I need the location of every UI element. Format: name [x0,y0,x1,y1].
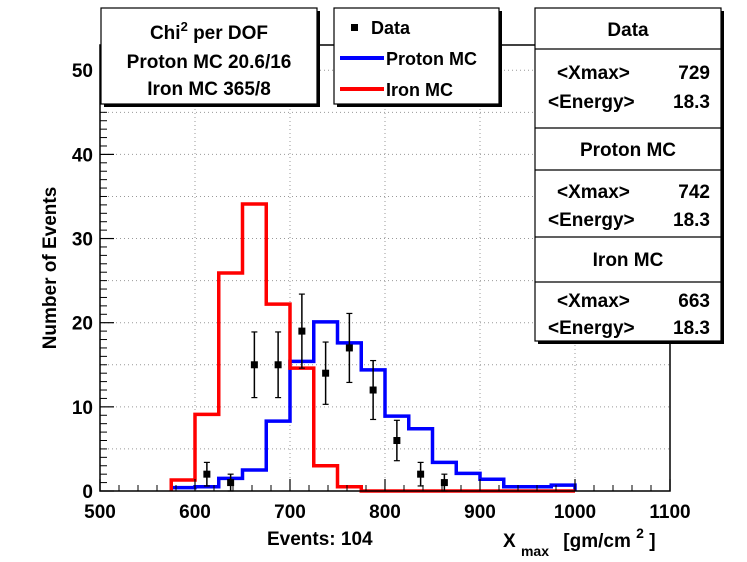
chi2-box: Chi2 per DOF Proton MC 20.6/16 Iron MC 3… [100,7,320,107]
x-axis-label-sub: max [521,543,549,559]
data-point [250,361,258,369]
x-axis-label-unit: [gm/cm [563,531,631,552]
x-tick-label: 700 [274,502,306,523]
chi2-proton: Proton MC 20.6/16 [127,52,292,73]
x-tick-label: 900 [464,502,496,523]
stats-panel: Data <Xmax> 729 <Energy> 18.3 Proton MC … [534,7,724,344]
data-point [393,437,401,445]
x-tick-label: 500 [84,502,116,523]
x-tick-label: 1100 [649,502,690,523]
legend: Data Proton MC Iron MC [333,7,502,107]
data-point [345,344,353,352]
stats-energy-value-data: 18.3 [673,92,710,113]
stats-xmax-value-data: 729 [678,63,710,84]
stats-energy-value-proton: 18.3 [673,210,710,231]
stats-title-proton: Proton MC [580,140,676,161]
iron-mc-histogram [169,202,575,493]
stats-xmax-value-iron: 663 [678,291,710,312]
chi2-iron: Iron MC 365/8 [147,79,271,100]
stats-energy-label-data: <Energy> [548,92,635,113]
x-tick-label: 1000 [554,502,596,523]
chi2-title: Chi2 per DOF [150,19,268,44]
stats-energy-label-iron: <Energy> [548,318,635,339]
data-point [417,470,425,478]
x-axis-label-unit-sup: 2 [636,525,644,541]
stats-title-data: Data [607,20,649,41]
events-count-label: Events: 104 [267,529,373,550]
histogram-series [169,202,577,493]
stats-xmax-label-proton: <Xmax> [557,182,630,203]
data-point [298,327,306,335]
x-tick-label: 600 [179,502,211,523]
data-point [227,479,235,487]
y-tick-label: 50 [72,61,93,82]
y-axis-label: Number of Events [40,187,61,350]
stats-xmax-label-iron: <Xmax> [557,291,630,312]
legend-label-iron: Iron MC [386,80,453,100]
y-tick-label: 40 [72,145,93,166]
data-point [440,479,448,487]
data-point [322,369,330,377]
y-tick-label: 20 [72,314,93,335]
x-axis-label: X max [gm/cm 2 ] [503,522,656,561]
legend-label-proton: Proton MC [386,49,477,69]
chi2-box-frame [100,7,318,105]
legend-marker-data [351,24,358,31]
stats-xmax-label-data: <Xmax> [557,63,630,84]
stats-title-iron: Iron MC [593,250,664,271]
chi2-title-sup: 2 [181,19,188,34]
data-point [274,361,282,369]
data-points [203,293,448,492]
legend-label-data: Data [371,18,411,38]
proton-mc-histogram [169,320,577,491]
y-tick-label: 10 [72,398,93,419]
stats-frame [534,7,722,342]
chi2-title-main: Chi [150,23,181,44]
stats-xmax-value-proton: 742 [678,182,710,203]
data-point [203,470,211,478]
y-tick-label: 30 [72,230,93,251]
y-tick-label: 0 [82,482,93,503]
x-tick-label: 800 [369,502,401,523]
x-axis-label-main: X [503,531,516,552]
stats-energy-value-iron: 18.3 [673,318,710,339]
chi2-title-rest: per DOF [188,23,268,44]
data-point [369,386,377,394]
x-axis-label-unit-close: ] [649,531,655,552]
stats-energy-label-proton: <Energy> [548,210,635,231]
